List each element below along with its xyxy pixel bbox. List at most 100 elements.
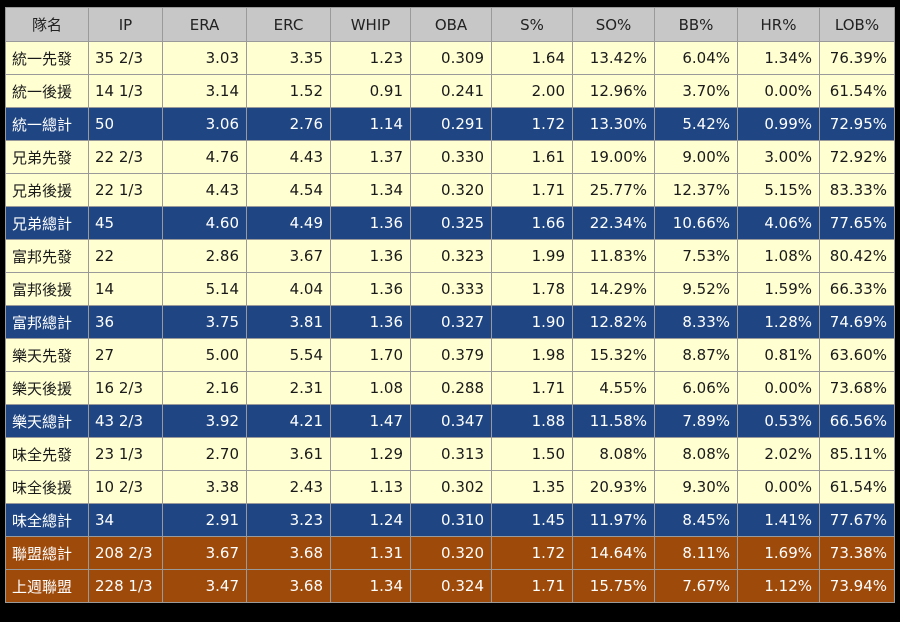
table-row-total: 富邦總計 36 3.75 3.81 1.36 0.327 1.90 12.82% 8.33% 1.… <box>5 305 895 339</box>
cell-so-pct: 15.75% <box>572 569 655 603</box>
cell-lob-pct: 66.56% <box>819 404 895 438</box>
cell-ip: 22 1/3 <box>88 173 163 207</box>
cell-so-pct: 14.64% <box>572 536 655 570</box>
cell-whip: 1.34 <box>330 569 411 603</box>
header-ip: IP <box>88 7 163 42</box>
cell-s-pct: 1.64 <box>491 41 573 75</box>
cell-hr-pct: 3.00% <box>737 140 820 174</box>
cell-hr-pct: 4.06% <box>737 206 820 240</box>
cell-whip: 1.36 <box>330 305 411 339</box>
cell-team-name: 富邦先發 <box>5 239 89 273</box>
cell-hr-pct: 0.53% <box>737 404 820 438</box>
cell-era: 3.03 <box>162 41 247 75</box>
cell-lob-pct: 61.54% <box>819 470 895 504</box>
header-bb-pct: BB% <box>654 7 738 42</box>
cell-oba: 0.320 <box>410 536 492 570</box>
header-era: ERA <box>162 7 247 42</box>
cell-whip: 1.37 <box>330 140 411 174</box>
cell-oba: 0.288 <box>410 371 492 405</box>
cell-team-name: 聯盟總計 <box>5 536 89 570</box>
cell-hr-pct: 0.00% <box>737 470 820 504</box>
cell-erc: 3.67 <box>246 239 331 273</box>
header-row: 隊名 IP ERA ERC WHIP OBA S% SO% BB% HR% LO… <box>5 7 895 42</box>
cell-oba: 0.310 <box>410 503 492 537</box>
cell-era: 2.70 <box>162 437 247 471</box>
cell-hr-pct: 0.00% <box>737 74 820 108</box>
cell-lob-pct: 77.65% <box>819 206 895 240</box>
cell-so-pct: 13.42% <box>572 41 655 75</box>
cell-team-name: 樂天先發 <box>5 338 89 372</box>
cell-whip: 1.08 <box>330 371 411 405</box>
table-row-relief: 富邦後援 14 5.14 4.04 1.36 0.333 1.78 14.29% 9.52% 1.… <box>5 272 895 306</box>
cell-hr-pct: 1.12% <box>737 569 820 603</box>
cell-era: 5.00 <box>162 338 247 372</box>
cell-so-pct: 25.77% <box>572 173 655 207</box>
cell-whip: 1.31 <box>330 536 411 570</box>
cell-oba: 0.333 <box>410 272 492 306</box>
cell-whip: 1.34 <box>330 173 411 207</box>
cell-erc: 1.52 <box>246 74 331 108</box>
pitching-stats-table: 隊名 IP ERA ERC WHIP OBA S% SO% BB% HR% LO… <box>5 7 895 603</box>
cell-team-name: 兄弟先發 <box>5 140 89 174</box>
cell-whip: 1.36 <box>330 272 411 306</box>
cell-lob-pct: 61.54% <box>819 74 895 108</box>
cell-whip: 1.23 <box>330 41 411 75</box>
cell-erc: 3.35 <box>246 41 331 75</box>
cell-team-name: 統一先發 <box>5 41 89 75</box>
cell-era: 3.47 <box>162 569 247 603</box>
cell-hr-pct: 0.00% <box>737 371 820 405</box>
cell-whip: 1.29 <box>330 437 411 471</box>
cell-team-name: 味全總計 <box>5 503 89 537</box>
table-row-starter: 兄弟先發 22 2/3 4.76 4.43 1.37 0.330 1.61 19.00% 9.0… <box>5 140 895 174</box>
cell-team-name: 兄弟總計 <box>5 206 89 240</box>
cell-s-pct: 1.90 <box>491 305 573 339</box>
cell-lob-pct: 66.33% <box>819 272 895 306</box>
cell-hr-pct: 0.81% <box>737 338 820 372</box>
cell-ip: 27 <box>88 338 163 372</box>
cell-so-pct: 11.97% <box>572 503 655 537</box>
cell-era: 2.91 <box>162 503 247 537</box>
cell-oba: 0.330 <box>410 140 492 174</box>
table-body: 統一先發 35 2/3 3.03 3.35 1.23 0.309 1.64 13.42% 6.0… <box>5 41 895 603</box>
table-row-total: 統一總計 50 3.06 2.76 1.14 0.291 1.72 13.30% 5.42% 0.… <box>5 107 895 141</box>
cell-s-pct: 2.00 <box>491 74 573 108</box>
table-row-relief: 統一後援 14 1/3 3.14 1.52 0.91 0.241 2.00 12.96% 3.7… <box>5 74 895 108</box>
cell-bb-pct: 12.37% <box>654 173 738 207</box>
cell-ip: 10 2/3 <box>88 470 163 504</box>
cell-bb-pct: 10.66% <box>654 206 738 240</box>
cell-bb-pct: 7.53% <box>654 239 738 273</box>
table-row-starter: 統一先發 35 2/3 3.03 3.35 1.23 0.309 1.64 13.42% 6.0… <box>5 41 895 75</box>
cell-hr-pct: 5.15% <box>737 173 820 207</box>
header-s-pct: S% <box>491 7 573 42</box>
cell-so-pct: 11.58% <box>572 404 655 438</box>
table-row-league: 上週聯盟 228 1/3 3.47 3.68 1.34 0.324 1.71 15.75% 7.… <box>5 569 895 603</box>
cell-whip: 1.13 <box>330 470 411 504</box>
cell-ip: 35 2/3 <box>88 41 163 75</box>
cell-so-pct: 14.29% <box>572 272 655 306</box>
cell-bb-pct: 8.08% <box>654 437 738 471</box>
cell-s-pct: 1.66 <box>491 206 573 240</box>
cell-lob-pct: 63.60% <box>819 338 895 372</box>
cell-era: 4.76 <box>162 140 247 174</box>
cell-erc: 2.43 <box>246 470 331 504</box>
header-whip: WHIP <box>330 7 411 42</box>
table-row-total: 樂天總計 43 2/3 3.92 4.21 1.47 0.347 1.88 11.58% 7.8… <box>5 404 895 438</box>
cell-s-pct: 1.45 <box>491 503 573 537</box>
cell-era: 2.86 <box>162 239 247 273</box>
cell-s-pct: 1.61 <box>491 140 573 174</box>
cell-era: 3.75 <box>162 305 247 339</box>
cell-era: 5.14 <box>162 272 247 306</box>
cell-team-name: 味全先發 <box>5 437 89 471</box>
cell-lob-pct: 73.68% <box>819 371 895 405</box>
cell-bb-pct: 5.42% <box>654 107 738 141</box>
cell-erc: 3.23 <box>246 503 331 537</box>
table-row-league: 聯盟總計 208 2/3 3.67 3.68 1.31 0.320 1.72 14.64% 8.… <box>5 536 895 570</box>
cell-erc: 3.61 <box>246 437 331 471</box>
cell-oba: 0.241 <box>410 74 492 108</box>
cell-team-name: 樂天總計 <box>5 404 89 438</box>
cell-oba: 0.302 <box>410 470 492 504</box>
cell-so-pct: 12.96% <box>572 74 655 108</box>
cell-hr-pct: 1.28% <box>737 305 820 339</box>
cell-bb-pct: 6.06% <box>654 371 738 405</box>
table-row-starter: 樂天先發 27 5.00 5.54 1.70 0.379 1.98 15.32% 8.87% 0.… <box>5 338 895 372</box>
